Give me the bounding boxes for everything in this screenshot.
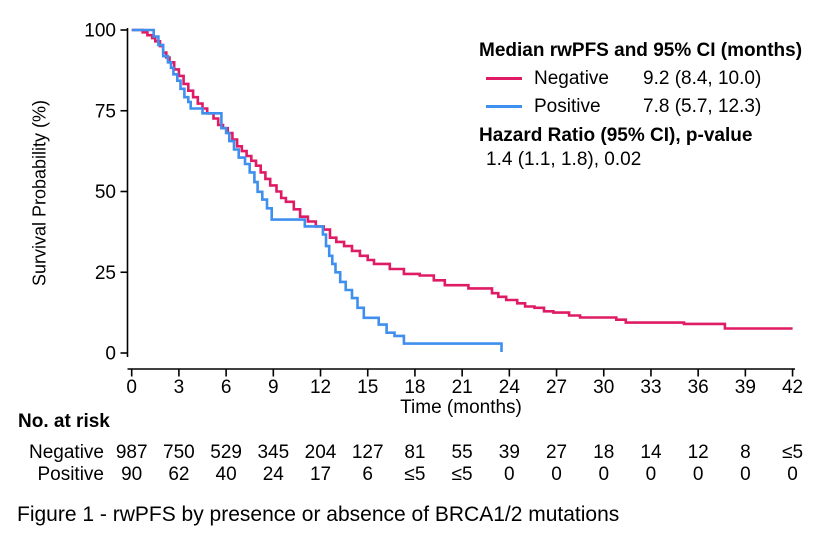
risk-value: 6 bbox=[362, 464, 374, 485]
risk-value: 0 bbox=[692, 464, 704, 485]
risk-value: 40 bbox=[215, 464, 237, 485]
risk-value: 39 bbox=[498, 442, 520, 463]
risk-value: 0 bbox=[551, 464, 562, 485]
x-tick-label: 12 bbox=[310, 377, 331, 398]
risk-value: 81 bbox=[404, 442, 426, 463]
risk-value: 204 bbox=[304, 442, 337, 463]
y-tick-label: 25 bbox=[95, 263, 116, 284]
risk-label-positive: Positive bbox=[37, 464, 104, 485]
risk-value: 0 bbox=[504, 464, 515, 485]
x-tick-label: 30 bbox=[593, 377, 614, 398]
risk-value: 0 bbox=[787, 464, 798, 485]
risk-value: ≤5 bbox=[451, 464, 473, 485]
y-tick-label: 100 bbox=[84, 21, 116, 42]
x-tick-label: 0 bbox=[126, 377, 137, 398]
figure-caption: Figure 1 - rwPFS by presence or absence … bbox=[17, 503, 620, 526]
positive-line-swatch bbox=[486, 105, 522, 108]
risk-value: 8 bbox=[740, 442, 751, 463]
y-axis-title: Survival Probability (%) bbox=[29, 99, 50, 287]
y-tick-label: 50 bbox=[95, 182, 116, 203]
x-tick-label: 24 bbox=[499, 377, 521, 398]
legend-value-positive: 7.8 (5.7, 12.3) bbox=[643, 96, 762, 117]
legend-label-positive: Positive bbox=[534, 96, 601, 117]
risk-value: 987 bbox=[115, 442, 148, 463]
hazard-ratio-title: Hazard Ratio (95% CI), p-value bbox=[479, 125, 753, 146]
x-tick-label: 21 bbox=[452, 377, 473, 398]
x-tick-label: 36 bbox=[688, 377, 709, 398]
risk-value: 90 bbox=[121, 464, 143, 485]
risk-row-negative: Negative 987 750 529 345 204 127 81 55 39 27 18 14 1… bbox=[0, 442, 830, 464]
risk-value: ≤5 bbox=[782, 442, 804, 463]
km-curve-negative bbox=[131, 28, 793, 330]
risk-value: 0 bbox=[645, 464, 657, 485]
risk-value: 27 bbox=[545, 442, 568, 463]
x-tick-label: 9 bbox=[268, 377, 279, 398]
y-tick-label: 0 bbox=[105, 344, 116, 365]
x-tick-label: 6 bbox=[221, 377, 232, 398]
hazard-ratio-value: 1.4 (1.1, 1.8), 0.02 bbox=[486, 149, 642, 170]
risk-value: 750 bbox=[163, 442, 195, 463]
risk-value: 529 bbox=[210, 442, 242, 463]
risk-value: 55 bbox=[451, 442, 473, 463]
x-tick-label: 33 bbox=[640, 377, 661, 398]
risk-value: ≤5 bbox=[404, 464, 426, 485]
legend-row-positive: Positive 7.8 (5.7, 12.3) bbox=[486, 96, 826, 118]
risk-value: 345 bbox=[257, 442, 290, 463]
risk-table-title: No. at risk bbox=[18, 411, 110, 432]
x-axis-title: Time (months) bbox=[400, 397, 522, 418]
x-tick-label: 18 bbox=[404, 377, 425, 398]
legend-title: Median rwPFS and 95% CI (months) bbox=[479, 40, 803, 61]
risk-value: 17 bbox=[309, 464, 332, 485]
risk-label-negative: Negative bbox=[29, 442, 104, 463]
x-tick-label: 3 bbox=[174, 377, 185, 398]
risk-value: 0 bbox=[740, 464, 751, 485]
risk-value: 12 bbox=[687, 442, 709, 463]
risk-value: 62 bbox=[168, 464, 190, 485]
risk-value: 14 bbox=[640, 442, 662, 463]
y-tick-label: 75 bbox=[95, 101, 116, 122]
x-tick-label: 27 bbox=[546, 377, 567, 398]
x-tick-label: 39 bbox=[735, 377, 756, 398]
risk-value: 127 bbox=[351, 442, 384, 463]
km-curve-positive bbox=[131, 28, 503, 352]
legend-label-negative: Negative bbox=[534, 68, 609, 89]
x-tick-label: 42 bbox=[782, 377, 803, 398]
risk-row-positive: Positive 90 62 40 24 17 6 ≤5 ≤5 0 0 0 0 0 0 0 bbox=[0, 464, 830, 486]
negative-line-swatch bbox=[486, 77, 522, 80]
legend-row-negative: Negative 9.2 (8.4, 10.0) bbox=[486, 68, 826, 90]
legend-value-negative: 9.2 (8.4, 10.0) bbox=[643, 68, 762, 89]
risk-value: 0 bbox=[598, 464, 610, 485]
x-tick-label: 15 bbox=[357, 377, 378, 398]
risk-value: 24 bbox=[262, 464, 284, 485]
risk-value: 18 bbox=[593, 442, 615, 463]
